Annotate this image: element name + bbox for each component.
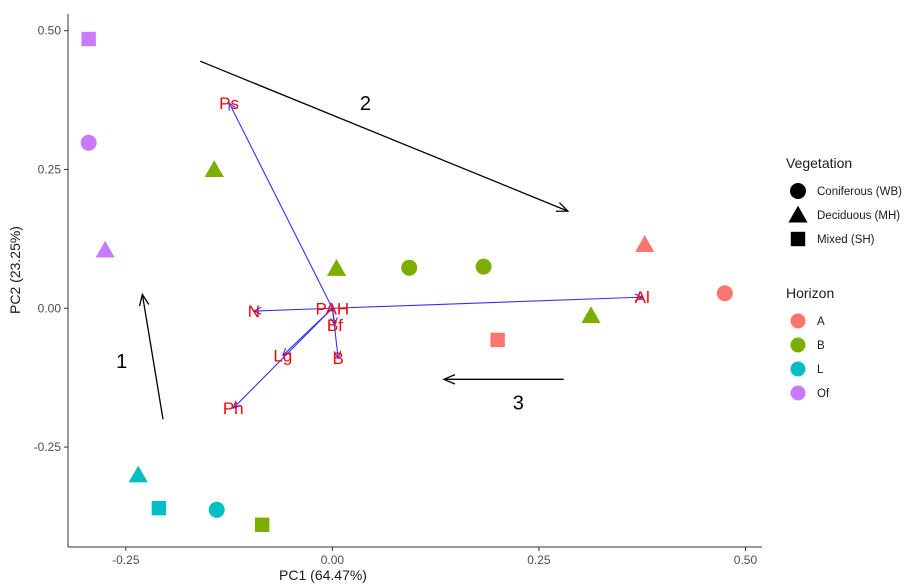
legend-horizon-title: Horizon: [786, 285, 834, 301]
legend-horizon-label: B: [817, 340, 825, 352]
legend-vegetation-entries: Coniferous (WB) Deciduous (MH) Mixed (SH): [788, 183, 902, 247]
legend: Vegetation Coniferous (WB) Deciduous (MH)…: [786, 155, 902, 401]
point-of-triangle: [95, 240, 115, 258]
loading-arrowhead: [232, 400, 241, 410]
annotation-label-1: 1: [116, 351, 127, 373]
annotation-arrows: 1 2 3: [116, 60, 570, 420]
legend-horizon-label: L: [817, 364, 824, 376]
y-axis-title: PC2 (23.25%): [7, 226, 23, 314]
loading-arrow-al: [332, 296, 643, 309]
loading-arrow-ph: [232, 307, 333, 409]
annotation-label-2: 2: [360, 93, 371, 115]
x-tick-label: 0.25: [527, 553, 551, 567]
point-b-triangle: [581, 306, 601, 324]
loading-label-al: Al: [635, 288, 650, 307]
x-tick-label: 0.00: [321, 553, 345, 567]
legend-vegetation-label: Coniferous (WB): [817, 186, 902, 198]
legend-horizon-swatch: [790, 385, 806, 401]
plot-panel: -0.25 0.00 0.25 0.50 -0.25 0.00 0.25 0.50 Ps Al…: [34, 14, 762, 567]
loading-label-ph: Ph: [223, 399, 244, 418]
point-l-circle: [208, 501, 225, 518]
loading-arrow-n: [253, 307, 333, 312]
loading-label-ps: Ps: [219, 94, 239, 113]
legend-horizon-swatch: [790, 337, 806, 353]
legend-circle-icon: [790, 183, 806, 199]
loading-arrowhead: [634, 293, 644, 302]
point-b-circle: [401, 259, 418, 276]
annotation-arrowhead: [138, 292, 150, 307]
point-of-circle: [80, 134, 97, 151]
point-b-triangle: [326, 259, 347, 276]
loading-arrow-bf: [331, 308, 336, 325]
annotation-arrow-2: [199, 60, 569, 212]
point-of-square: [81, 31, 96, 47]
legend-horizon-entries: ABL Of: [790, 313, 830, 401]
y-tick-label: -0.25: [34, 440, 62, 454]
x-tick-label: -0.25: [112, 553, 140, 567]
legend-horizon-label: Of: [817, 388, 830, 400]
point-b-square: [254, 517, 270, 532]
y-tick-label: 0.25: [38, 162, 62, 176]
loading-arrowhead: [281, 347, 291, 357]
legend-vegetation-label: Mixed (SH): [817, 234, 875, 246]
point-b-triangle: [204, 160, 224, 178]
legend-horizon-swatch: [790, 313, 806, 329]
loading-arrowhead: [333, 350, 342, 360]
annotation-arrowhead: [555, 202, 570, 212]
point-a-square: [490, 332, 505, 348]
point-l-square: [151, 500, 167, 516]
annotation-label-3: 3: [513, 393, 524, 415]
loading-arrowhead: [228, 101, 236, 111]
x-tick-label: 0.50: [734, 553, 758, 567]
legend-horizon-swatch: [790, 361, 806, 377]
loading-label-n: N: [248, 302, 260, 321]
point-a-circle: [716, 285, 733, 302]
annotation-arrow-1: [141, 294, 164, 420]
legend-triangle-icon: [788, 205, 808, 223]
y-tick-label: 0.00: [38, 301, 62, 315]
loading-label-bf: Bf: [327, 316, 343, 335]
data-points: [80, 31, 733, 532]
loading-arrow-ps: [228, 102, 333, 309]
loading-arrow-lg: [282, 307, 333, 356]
y-axis-ticks: -0.25 0.00 0.25 0.50: [34, 24, 68, 454]
y-tick-label: 0.50: [38, 24, 62, 38]
x-axis-title: PC1 (64.47%): [279, 567, 367, 583]
loading-label-b: B: [332, 349, 343, 368]
loading-label-lg: Lg: [273, 346, 292, 365]
loading-arrowhead: [252, 306, 262, 315]
x-axis-ticks: -0.25 0.00 0.25 0.50: [112, 547, 757, 567]
point-b-circle: [475, 258, 492, 275]
loading-arrowhead: [329, 317, 338, 327]
legend-vegetation-title: Vegetation: [786, 155, 852, 171]
loading-label-pah: PAH: [316, 299, 350, 318]
annotation-arrowhead: [442, 374, 456, 385]
legend-horizon-label: A: [817, 316, 825, 328]
legend-vegetation-label: Deciduous (MH): [817, 210, 900, 222]
point-a-triangle: [635, 235, 655, 252]
point-l-triangle: [128, 465, 148, 483]
legend-square-icon: [790, 231, 806, 247]
